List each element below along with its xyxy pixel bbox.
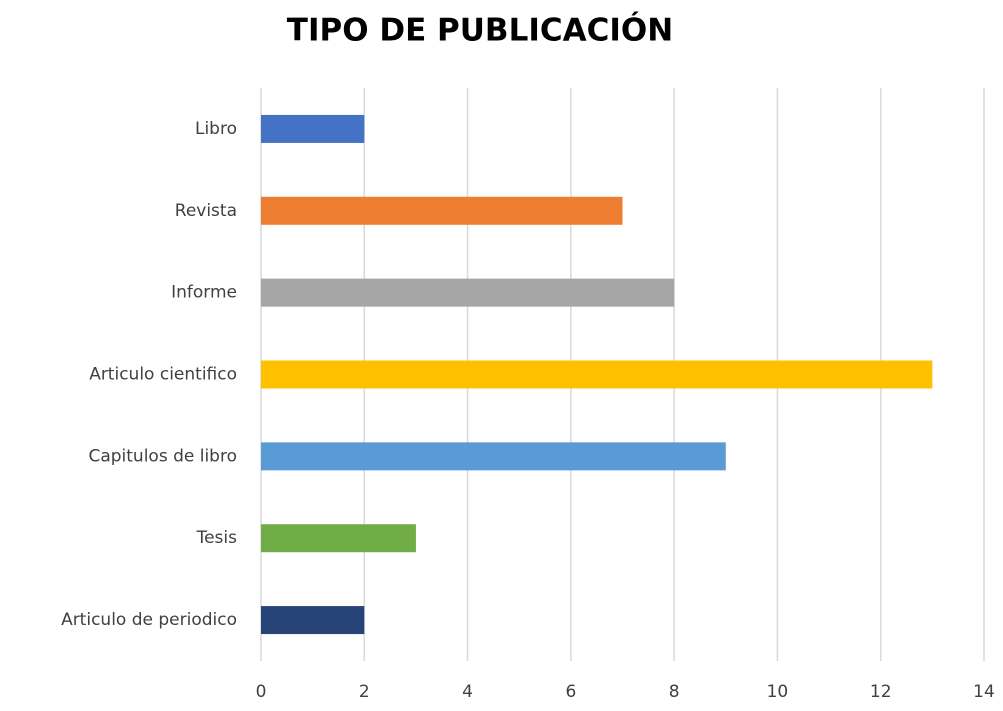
bar xyxy=(261,606,365,635)
x-tick-label: 6 xyxy=(565,682,576,702)
y-tick-label: Articulo de periodico xyxy=(61,610,237,630)
bar xyxy=(261,442,726,471)
bar xyxy=(261,524,416,553)
bar xyxy=(261,114,365,143)
x-tick-label: 8 xyxy=(669,682,680,702)
bar xyxy=(261,196,623,225)
x-tick-label: 10 xyxy=(767,682,789,702)
x-tick-label: 2 xyxy=(359,682,370,702)
y-tick-label: Capitulos de libro xyxy=(88,446,237,466)
x-tick-label: 0 xyxy=(256,682,267,702)
y-tick-label: Articulo cientifico xyxy=(89,365,237,385)
chart-title: TIPO DE PUBLICACIÓN xyxy=(287,12,673,49)
x-tick-label: 4 xyxy=(462,682,473,702)
y-tick-label: Informe xyxy=(171,283,237,303)
x-tick-label: 12 xyxy=(870,682,892,702)
bar xyxy=(261,360,933,389)
x-tick-label: 14 xyxy=(973,682,995,702)
y-tick-label: Revista xyxy=(175,201,237,221)
y-tick-label: Tesis xyxy=(196,528,238,548)
y-tick-label: Libro xyxy=(195,119,237,139)
bar xyxy=(261,278,675,307)
